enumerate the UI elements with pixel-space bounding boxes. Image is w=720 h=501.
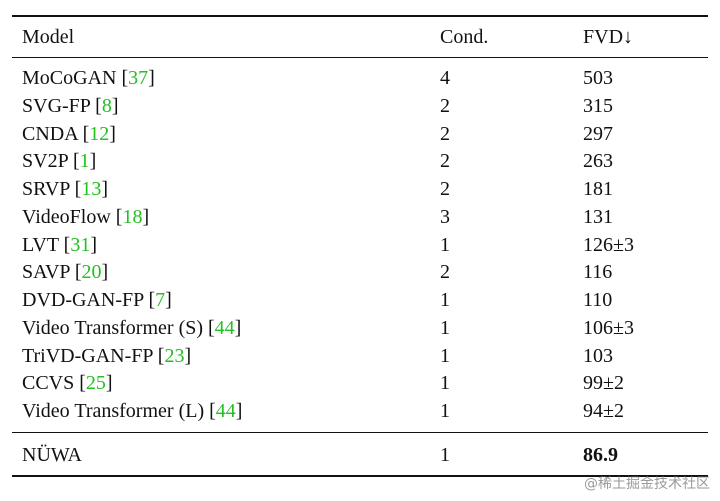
- cond-cell: 2: [440, 122, 450, 145]
- model-text: CNDA [: [22, 122, 90, 145]
- bottom-rule: [12, 475, 708, 477]
- fvd-cell: 131: [583, 205, 613, 228]
- fvd-cell: 99±2: [583, 372, 624, 395]
- fvd-cell: 315: [583, 94, 613, 117]
- cond-cell: 1: [440, 372, 450, 395]
- model-cell: NÜWA: [22, 444, 82, 466]
- fvd-cell: 94±2: [583, 400, 624, 422]
- citation: 18: [122, 205, 143, 228]
- model-text: LVT [: [22, 233, 71, 256]
- citation: 44: [214, 316, 235, 339]
- model-cell: VideoFlow [18]: [22, 205, 149, 229]
- cond-cell: 2: [440, 94, 450, 117]
- model-cell: Video Transformer (L) [44]: [22, 399, 242, 423]
- citation: 44: [215, 400, 236, 422]
- model-cell: TriVD-GAN-FP [23]: [22, 344, 191, 368]
- fvd-cell: 263: [583, 150, 613, 173]
- fvd-cell: 126±3: [583, 233, 634, 256]
- citation: 7: [155, 289, 166, 311]
- model-text: ]: [101, 261, 109, 284]
- model-cell: SV2P [1]: [22, 149, 96, 173]
- separator-rule: [12, 432, 708, 433]
- cond-cell: 2: [440, 261, 450, 284]
- model-text: ]: [89, 150, 97, 173]
- model-text: DVD-GAN-FP [: [22, 289, 156, 311]
- model-text: MoCoGAN [: [22, 67, 129, 89]
- model-cell: MoCoGAN [37]: [22, 66, 155, 90]
- model-cell: SRVP [13]: [22, 177, 108, 201]
- model-text: ]: [234, 316, 242, 339]
- header-rule: [12, 57, 708, 58]
- model-text: ]: [142, 205, 150, 228]
- fvd-cell: 106±3: [583, 316, 634, 339]
- fvd-cell: 181: [583, 178, 613, 200]
- model-cell: CCVS [25]: [22, 371, 113, 395]
- citation: 1: [79, 150, 90, 173]
- cond-cell: 4: [440, 67, 450, 89]
- citation: 13: [81, 178, 102, 200]
- watermark: @稀土掘金技术社区: [584, 476, 710, 492]
- model-text: ]: [101, 178, 109, 200]
- model-text: VideoFlow [: [22, 205, 123, 228]
- citation: 12: [89, 122, 110, 145]
- model-text: ]: [105, 372, 113, 395]
- citation: 31: [70, 233, 91, 256]
- citation: 8: [101, 94, 112, 117]
- cond-cell: 1: [440, 344, 450, 367]
- model-cell: SVG-FP [8]: [22, 94, 119, 118]
- citation: 25: [85, 372, 106, 395]
- fvd-cell: 110: [583, 289, 613, 311]
- model-text: ]: [111, 94, 119, 117]
- fvd-cell: 503: [583, 67, 613, 89]
- model-cell: DVD-GAN-FP [7]: [22, 288, 172, 312]
- cond-cell: 1: [440, 289, 450, 311]
- fvd-cell: 116: [583, 261, 613, 284]
- fvd-cell: 86.9: [583, 444, 618, 466]
- cond-cell: 3: [440, 205, 450, 228]
- model-text: SAVP [: [22, 261, 82, 284]
- model-text: ]: [235, 400, 243, 422]
- fvd-cell: 103: [583, 344, 613, 367]
- model-text: CCVS [: [22, 372, 86, 395]
- model-text: ]: [165, 289, 172, 311]
- header-cell: Cond.: [440, 26, 489, 48]
- top-rule: [12, 15, 708, 17]
- model-cell: CNDA [12]: [22, 122, 116, 146]
- model-text: SRVP [: [22, 178, 82, 200]
- model-text: ]: [109, 122, 116, 145]
- model-text: SV2P [: [22, 150, 80, 173]
- cond-cell: 1: [440, 400, 450, 422]
- model-cell: Video Transformer (S) [44]: [22, 316, 241, 340]
- cond-cell: 1: [440, 316, 450, 339]
- cond-cell: 2: [440, 178, 450, 200]
- cond-cell: 1: [440, 444, 450, 466]
- header-cell: Model: [22, 26, 75, 48]
- model-text: ]: [184, 344, 192, 367]
- citation: 20: [81, 261, 102, 284]
- cond-cell: 1: [440, 233, 450, 256]
- model-text: Video Transformer (L) [: [22, 400, 216, 422]
- model-text: TriVD-GAN-FP [: [22, 344, 165, 367]
- model-text: ]: [90, 233, 98, 256]
- citation: 23: [164, 344, 185, 367]
- citation: 37: [128, 67, 149, 89]
- model-text: SVG-FP [: [22, 94, 102, 117]
- fvd-cell: 297: [583, 122, 613, 145]
- cond-cell: 2: [440, 150, 450, 173]
- header-cell: FVD↓: [583, 26, 634, 48]
- model-cell: LVT [31]: [22, 233, 97, 257]
- model-text: ]: [148, 67, 155, 89]
- model-cell: SAVP [20]: [22, 260, 108, 284]
- model-text: Video Transformer (S) [: [22, 316, 215, 339]
